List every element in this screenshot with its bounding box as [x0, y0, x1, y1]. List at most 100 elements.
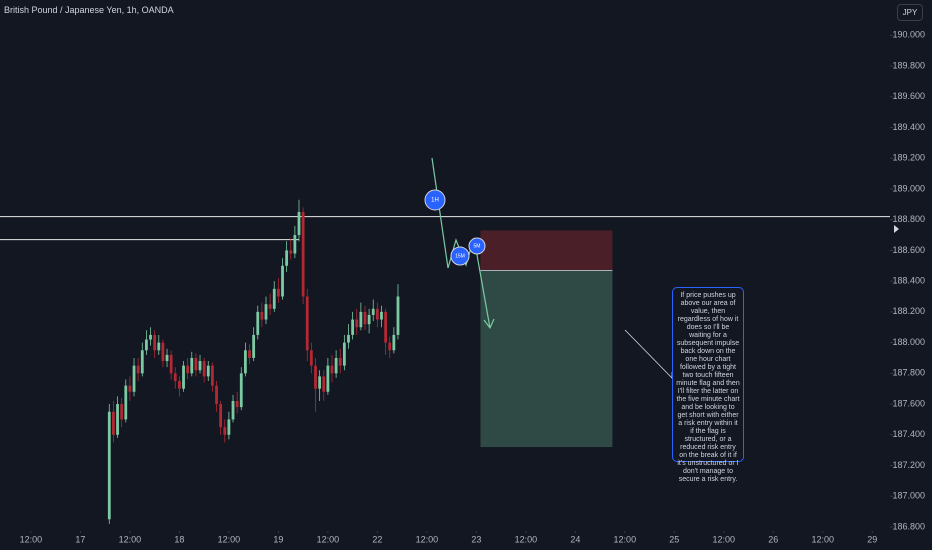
- candle-body: [136, 365, 140, 374]
- candle-body: [314, 365, 317, 389]
- candle-body: [157, 342, 161, 351]
- x-tick-label: 29: [867, 534, 877, 544]
- candle-body: [243, 350, 247, 374]
- x-tick-label: 12:00: [515, 534, 538, 544]
- candle-body: [112, 411, 115, 435]
- candle-body: [322, 376, 326, 392]
- candle-body: [309, 350, 313, 366]
- x-tick-label: 12:00: [812, 534, 835, 544]
- candle-body: [380, 311, 383, 320]
- candle-body: [190, 357, 194, 374]
- y-tick-label: 189.400: [892, 122, 925, 132]
- candle-body: [268, 304, 272, 309]
- marker-label: 5M: [474, 243, 481, 249]
- candle-body: [231, 400, 235, 420]
- candle-body: [210, 365, 214, 386]
- candle-body: [215, 385, 218, 405]
- marker-label: 15M: [455, 253, 465, 259]
- candle-body: [347, 334, 350, 343]
- candle-body: [239, 373, 243, 408]
- candle-body: [186, 365, 190, 374]
- y-tick-label: 188.400: [892, 276, 925, 286]
- candle-body: [281, 265, 284, 297]
- candle-body: [178, 381, 181, 389]
- y-tick-label: 187.000: [892, 491, 925, 501]
- candle-body: [107, 411, 111, 520]
- candle-body: [318, 376, 322, 389]
- y-tick-label: 189.800: [892, 60, 925, 70]
- symbol-title: British Pound / Japanese Yen, 1h, OANDA: [4, 5, 174, 15]
- candle-body: [120, 404, 124, 420]
- x-tick-label: 12:00: [119, 534, 142, 544]
- x-tick-label: 26: [768, 534, 778, 544]
- candle-body: [202, 361, 206, 377]
- x-tick-label: 12:00: [416, 534, 439, 544]
- target-zone: [480, 270, 613, 448]
- y-tick-label: 188.200: [892, 306, 925, 316]
- arrow-head: [483, 318, 495, 330]
- x-tick-label: 25: [669, 534, 679, 544]
- stop-zone: [480, 230, 613, 271]
- candle-body: [161, 342, 165, 362]
- annotation-note: If price pushes up above our area of val…: [672, 287, 744, 483]
- candle-body: [371, 308, 375, 315]
- candle-body: [384, 311, 388, 343]
- candle-body: [173, 373, 177, 382]
- candle-body: [132, 365, 136, 392]
- candle-body: [289, 250, 293, 254]
- x-tick-label: 24: [570, 534, 580, 544]
- x-tick-label: 12:00: [317, 534, 340, 544]
- y-tick-label: 189.600: [892, 91, 925, 101]
- x-tick-label: 17: [75, 534, 85, 544]
- candle-body: [396, 296, 400, 335]
- x-tick-label: 12:00: [713, 534, 736, 544]
- y-tick-label: 187.800: [892, 368, 925, 378]
- candle-body: [248, 350, 251, 358]
- candle-body: [285, 250, 289, 266]
- candle-body: [342, 342, 346, 366]
- candle-body: [367, 314, 371, 325]
- candle-body: [256, 311, 260, 335]
- y-tick-label: 189.000: [892, 183, 925, 193]
- candle-body: [355, 319, 359, 328]
- candle-body: [359, 311, 363, 328]
- candle-body: [293, 235, 297, 254]
- x-tick-label: 22: [372, 534, 382, 544]
- candle-body: [235, 400, 239, 408]
- candle-body: [338, 357, 342, 366]
- candle-body: [264, 304, 268, 320]
- candle-body: [194, 357, 198, 371]
- candle-body: [375, 308, 379, 320]
- candle-body: [272, 288, 276, 309]
- candle-body: [219, 404, 223, 428]
- y-tick-label: 188.800: [892, 214, 925, 224]
- candle-body: [326, 365, 330, 392]
- x-tick-label: 18: [174, 534, 184, 544]
- candle-body: [334, 357, 338, 374]
- candle-body: [276, 288, 280, 297]
- candle-body: [301, 212, 305, 297]
- candle-body: [260, 311, 264, 320]
- x-tick-label: 12:00: [20, 534, 43, 544]
- candle-body: [392, 334, 396, 351]
- currency-button[interactable]: JPY: [897, 4, 923, 21]
- candle-body: [198, 361, 202, 371]
- candle-body: [140, 350, 144, 374]
- note-pointer: [624, 329, 673, 379]
- y-tick-label: 188.000: [892, 337, 925, 347]
- marker-circle: [424, 189, 446, 211]
- marker-circle: [468, 237, 486, 255]
- candle-body: [124, 385, 128, 420]
- y-tick-label: 186.800: [892, 521, 925, 531]
- candle-body: [165, 354, 169, 362]
- candle-body: [153, 334, 157, 351]
- candle-body: [149, 334, 152, 340]
- candle-body: [169, 354, 173, 374]
- candle-body: [305, 296, 309, 351]
- marker-circle: [450, 246, 470, 266]
- y-tick-label: 187.400: [892, 429, 925, 439]
- marker-label: 1H: [431, 198, 439, 204]
- candle-body: [145, 339, 148, 351]
